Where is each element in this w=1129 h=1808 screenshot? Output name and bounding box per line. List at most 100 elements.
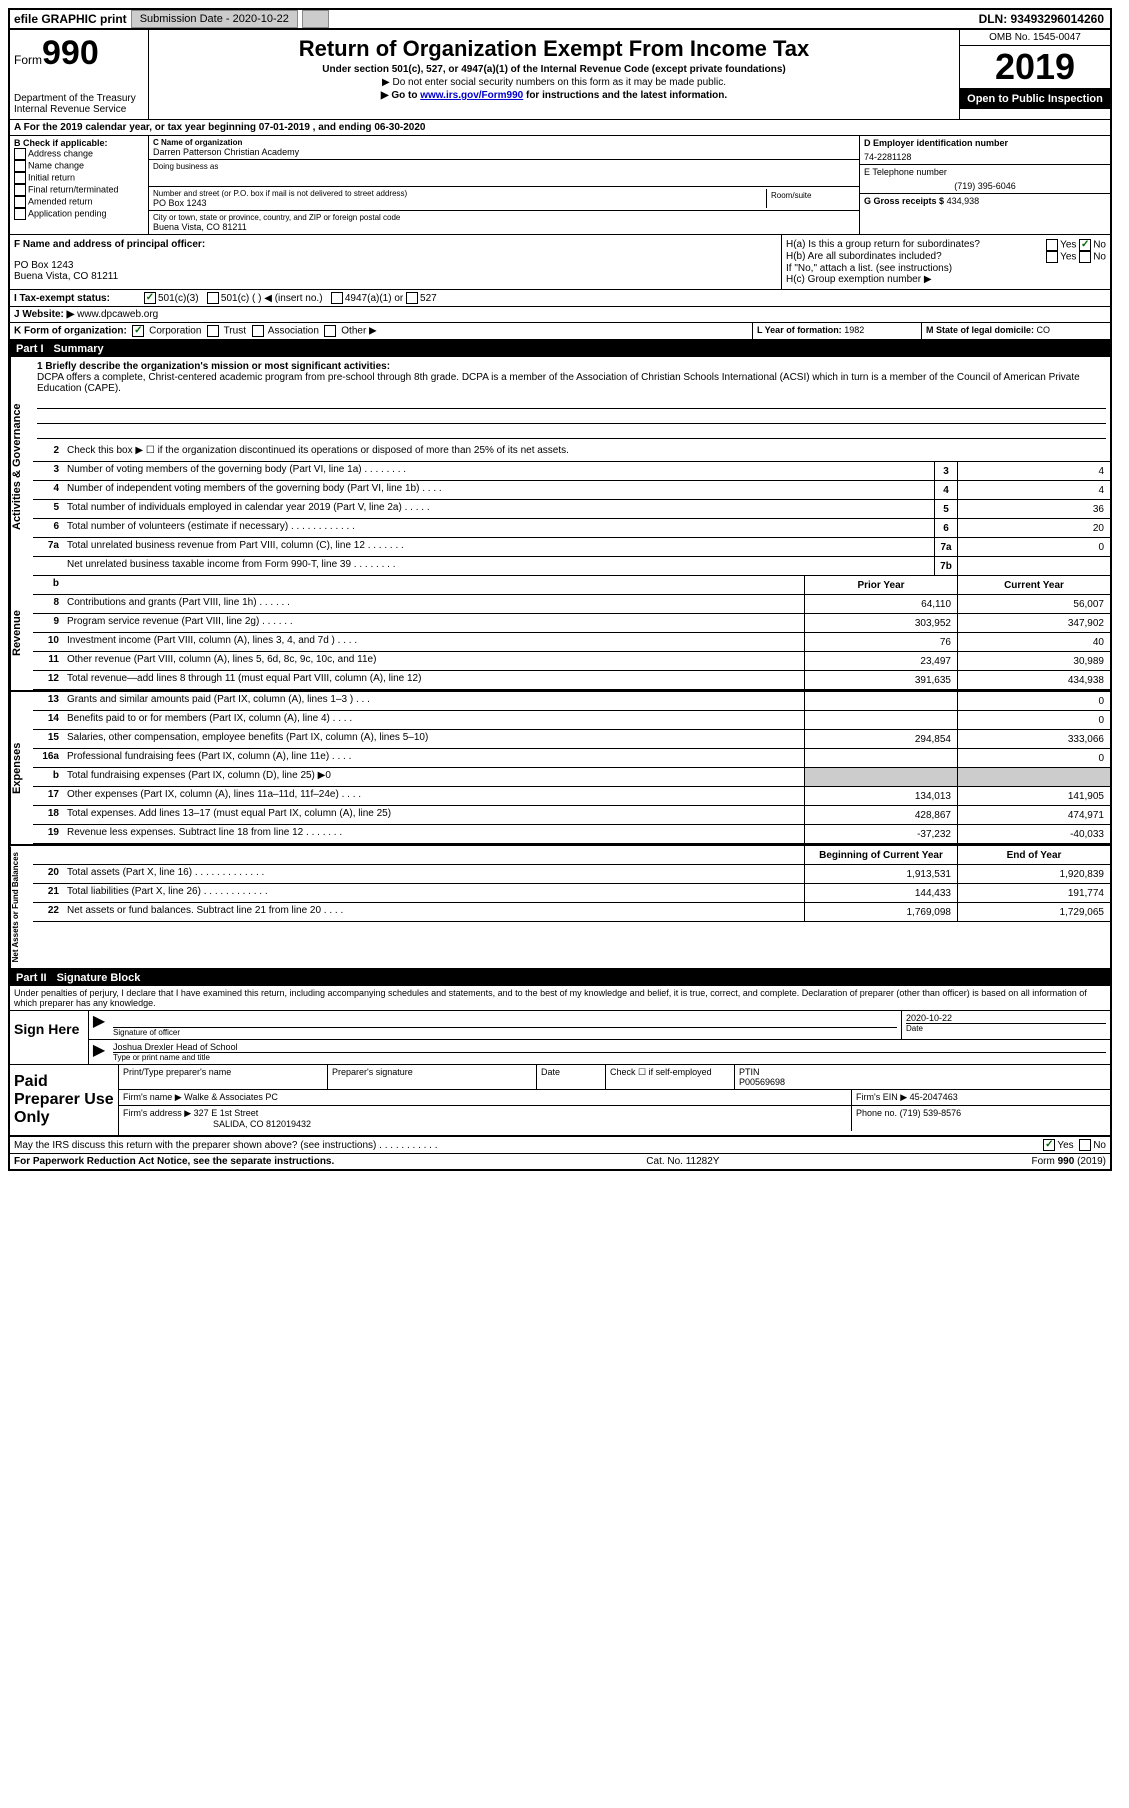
check-assoc[interactable] [252, 325, 264, 337]
row-klm: K Form of organization: Corporation Trus… [10, 323, 1110, 341]
table-row: 13 Grants and similar amounts paid (Part… [33, 692, 1110, 711]
firm-ein: 45-2047463 [910, 1092, 958, 1102]
form-ref: Form 990 (2019) [1032, 1156, 1107, 1167]
column-k: K Form of organization: Corporation Trus… [10, 323, 752, 339]
column-b-checkboxes: B Check if applicable: Address change Na… [10, 136, 149, 234]
self-employed-label: Check ☐ if self-employed [606, 1065, 735, 1089]
firm-addr1: 327 E 1st Street [194, 1108, 259, 1118]
table-row: 21 Total liabilities (Part X, line 26) .… [33, 884, 1110, 903]
checkbox-final-return[interactable] [14, 184, 26, 196]
discuss-label: May the IRS discuss this return with the… [14, 1140, 1043, 1151]
checkbox-initial-return[interactable] [14, 172, 26, 184]
ha-yes[interactable] [1046, 239, 1058, 251]
hc-label: H(c) Group exemption number ▶ [786, 274, 1106, 285]
ha-label: H(a) Is this a group return for subordin… [786, 239, 1046, 251]
officer-name-label: Type or print name and title [113, 1052, 1106, 1062]
irs-link[interactable]: www.irs.gov/Form990 [420, 90, 523, 101]
part-1-header: Part I Summary [10, 341, 1110, 357]
prior-year-header: Prior Year [804, 576, 957, 594]
blank-button[interactable] [302, 10, 329, 28]
block-governance: Activities & Governance 1 Briefly descri… [10, 357, 1110, 576]
mission-label: 1 Briefly describe the organization's mi… [37, 361, 1106, 372]
form-title: Return of Organization Exempt From Incom… [153, 36, 955, 62]
sign-here-label: Sign Here [10, 1011, 89, 1064]
firm-addr-label: Firm's address ▶ [123, 1108, 191, 1118]
table-row: 10 Investment income (Part VIII, column … [33, 633, 1110, 652]
table-row: 3 Number of voting members of the govern… [33, 462, 1110, 481]
hb-no[interactable] [1079, 251, 1091, 263]
check-corp[interactable] [132, 325, 144, 337]
current-year-header: Current Year [957, 576, 1110, 594]
dln-label: DLN: 93493296014260 [979, 12, 1110, 26]
checkbox-address-change[interactable] [14, 148, 26, 160]
ha-no[interactable] [1079, 239, 1091, 251]
hb-note: If "No," attach a list. (see instruction… [786, 263, 1106, 274]
print-name-label: Print/Type preparer's name [119, 1065, 328, 1089]
gross-label: G Gross receipts $ [864, 196, 944, 206]
org-address: PO Box 1243 [153, 198, 766, 208]
ptin-value: P00569698 [739, 1077, 1106, 1087]
row-a-tax-year: A For the 2019 calendar year, or tax yea… [10, 120, 1110, 136]
table-row: 7a Total unrelated business revenue from… [33, 538, 1110, 557]
block-expenses: Expenses 13 Grants and similar amounts p… [10, 692, 1110, 846]
side-expenses: Expenses [10, 692, 33, 844]
table-row: 8 Contributions and grants (Part VIII, l… [33, 595, 1110, 614]
paid-preparer-block: Paid Preparer Use Only Print/Type prepar… [10, 1065, 1110, 1137]
column-h-group: H(a) Is this a group return for subordin… [781, 235, 1110, 289]
part-1-title: Summary [54, 343, 104, 355]
dept-treasury: Department of the Treasury [14, 93, 144, 104]
line-2: Check this box ▶ ☐ if the organization d… [63, 443, 1110, 461]
check-501c3[interactable] [144, 292, 156, 304]
website-value: www.dpcaweb.org [77, 309, 158, 320]
pra-notice: For Paperwork Reduction Act Notice, see … [14, 1156, 334, 1167]
hb-yes[interactable] [1046, 251, 1058, 263]
sign-here-block: Sign Here ▶ Signature of officer 2020-10… [10, 1011, 1110, 1065]
checkbox-amended[interactable] [14, 196, 26, 208]
table-row: 18 Total expenses. Add lines 13–17 (must… [33, 806, 1110, 825]
mission-block: 1 Briefly describe the organization's mi… [33, 357, 1110, 443]
tel-value: (719) 395-6046 [864, 181, 1106, 191]
instructions-line: ▶ Go to www.irs.gov/Form990 for instruct… [153, 90, 955, 101]
form-subtitle: Under section 501(c), 527, or 4947(a)(1)… [153, 64, 955, 75]
table-row: 12 Total revenue—add lines 8 through 11 … [33, 671, 1110, 690]
column-l: L Year of formation: 1982 [752, 323, 921, 339]
checkbox-name-change[interactable] [14, 160, 26, 172]
checkbox-pending[interactable] [14, 208, 26, 220]
submission-date-button[interactable]: Submission Date - 2020-10-22 [131, 10, 298, 28]
section-bcd: B Check if applicable: Address change Na… [10, 136, 1110, 235]
table-row: 16a Professional fundraising fees (Part … [33, 749, 1110, 768]
discuss-yes[interactable] [1043, 1139, 1055, 1151]
part-2-header: Part II Signature Block [10, 970, 1110, 986]
table-row: b Total fundraising expenses (Part IX, c… [33, 768, 1110, 787]
omb-number: OMB No. 1545-0047 [960, 30, 1110, 46]
side-netassets: Net Assets or Fund Balances [10, 846, 33, 968]
b-label: B Check if applicable: [14, 138, 144, 148]
end-year-header: End of Year [957, 846, 1110, 864]
officer-addr2: Buena Vista, CO 81211 [14, 271, 777, 282]
check-527[interactable] [406, 292, 418, 304]
part-1-num: Part I [16, 343, 54, 355]
header-left: Form990 Department of the Treasury Inter… [10, 30, 149, 119]
org-name: Darren Patterson Christian Academy [153, 147, 855, 157]
table-row: 22 Net assets or fund balances. Subtract… [33, 903, 1110, 922]
footer-row: For Paperwork Reduction Act Notice, see … [10, 1154, 1110, 1169]
check-4947[interactable] [331, 292, 343, 304]
gross-value: 434,938 [947, 196, 980, 206]
sig-date-label: Date [906, 1023, 1106, 1033]
table-row: 4 Number of independent voting members o… [33, 481, 1110, 500]
hb-label: H(b) Are all subordinates included? [786, 251, 1046, 263]
open-public-badge: Open to Public Inspection [960, 89, 1110, 109]
discuss-no[interactable] [1079, 1139, 1091, 1151]
org-city: Buena Vista, CO 81211 [153, 222, 855, 232]
side-governance: Activities & Governance [10, 357, 33, 576]
paid-preparer-label: Paid Preparer Use Only [10, 1065, 119, 1135]
section-fh: F Name and address of principal officer:… [10, 235, 1110, 290]
top-bar: efile GRAPHIC print Submission Date - 20… [10, 10, 1110, 30]
sig-arrow-icon: ▶ [89, 1011, 109, 1039]
ein-value: 74-2281128 [864, 152, 1106, 162]
check-other[interactable] [324, 325, 336, 337]
table-row: 11 Other revenue (Part VIII, column (A),… [33, 652, 1110, 671]
check-501c[interactable] [207, 292, 219, 304]
check-trust[interactable] [207, 325, 219, 337]
tax-year: 2019 [960, 46, 1110, 89]
